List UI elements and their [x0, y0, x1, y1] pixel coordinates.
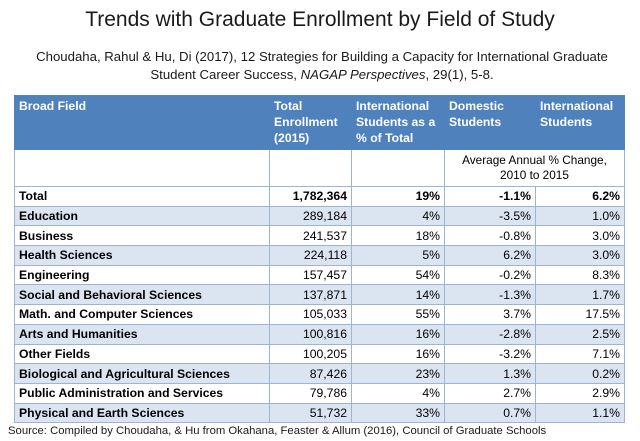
enrollment-cell: 289,184 — [269, 205, 352, 227]
enrollment-cell: 137,871 — [269, 284, 352, 306]
field-cell: Health Sciences — [14, 245, 270, 266]
international-change-cell: 7.1% — [535, 343, 625, 365]
domestic-change-cell: -0.2% — [444, 264, 536, 286]
intl-percent-cell: 16% — [351, 343, 445, 365]
intl-percent-cell: 4% — [351, 382, 445, 404]
international-change-cell: 1.1% — [535, 402, 625, 424]
citation-volume: , 29(1), 5-8. — [425, 67, 494, 82]
col-header-broad-field: Broad Field — [14, 95, 270, 150]
header-row: Broad Field Total Enrollment (2015) Inte… — [14, 95, 625, 150]
col-header-total-enrollment: Total Enrollment (2015) — [269, 95, 352, 150]
enrollment-cell: 105,033 — [269, 304, 352, 325]
enrollment-cell: 100,205 — [269, 343, 352, 365]
intl-percent-cell: 18% — [351, 225, 445, 247]
col-header-intl-percent: International Students as a % of Total — [351, 95, 445, 150]
international-change-cell: 3.0% — [535, 245, 625, 266]
field-cell: Social and Behavioral Sciences — [14, 284, 270, 306]
field-cell: Math. and Computer Sciences — [14, 304, 270, 325]
domestic-change-cell: 0.7% — [444, 402, 536, 424]
field-cell: Arts and Humanities — [14, 323, 270, 345]
field-cell: Public Administration and Services — [14, 382, 270, 404]
enrollment-cell: 224,118 — [269, 245, 352, 266]
domestic-change-cell: 3.7% — [444, 304, 536, 325]
table-row: Biological and Agricultural Sciences 87,4… — [14, 363, 625, 384]
domestic-change-cell: -0.8% — [444, 225, 536, 247]
intl-percent-cell: 16% — [351, 323, 445, 345]
intl-percent-cell: 5% — [351, 245, 445, 266]
avg-change-caption: Average Annual % Change, 2010 to 2015 — [444, 149, 625, 187]
intl-percent-cell: 55% — [351, 304, 445, 325]
intl-percent-cell: 14% — [351, 284, 445, 306]
enrollment-cell: 100,816 — [269, 323, 352, 345]
citation-text: Choudaha, Rahul & Hu, Di (2017), 12 Stra… — [36, 49, 608, 82]
col-header-domestic: Domestic Students — [444, 95, 536, 150]
enrollment-cell: 157,457 — [269, 264, 352, 286]
table-row: Health Sciences 224,118 5% 6.2% 3.0% — [14, 245, 625, 266]
table-row: Engineering 157,457 54% -0.2% 8.3% — [14, 264, 625, 286]
enrollment-cell: 87,426 — [269, 363, 352, 384]
international-change-cell: 1.7% — [535, 284, 625, 306]
source-note: Source: Compiled by Choudaha, & Hu from … — [8, 425, 547, 437]
table-row: Education 289,184 4% -3.5% 1.0% — [14, 205, 625, 227]
international-change-cell: 2.5% — [535, 323, 625, 345]
field-cell: Engineering — [14, 264, 270, 286]
table-row: Public Administration and Services 79,786… — [14, 382, 625, 404]
subheader-row: Average Annual % Change, 2010 to 2015 — [14, 149, 625, 187]
citation-journal: NAGAP Perspectives — [300, 67, 426, 82]
intl-percent-cell: 19% — [351, 186, 445, 207]
field-cell: Education — [14, 205, 270, 227]
international-change-cell: 0.2% — [535, 363, 625, 384]
field-cell: Biological and Agricultural Sciences — [14, 363, 270, 384]
enrollment-cell: 51,732 — [269, 402, 352, 424]
international-change-cell: 6.2% — [535, 186, 625, 207]
table-row: Math. and Computer Sciences 105,033 55% 3.7… — [14, 304, 625, 325]
field-cell: Business — [14, 225, 270, 247]
enrollment-cell: 79,786 — [269, 382, 352, 404]
field-cell: Other Fields — [14, 343, 270, 365]
intl-percent-cell: 4% — [351, 205, 445, 227]
table-row: Arts and Humanities 100,816 16% -2.8% 2.5% — [14, 323, 625, 345]
intl-percent-cell: 33% — [351, 402, 445, 424]
col-header-international: International Students — [535, 95, 625, 150]
enrollment-cell: 241,537 — [269, 225, 352, 247]
domestic-change-cell: -1.3% — [444, 284, 536, 306]
international-change-cell: 1.0% — [535, 205, 625, 227]
domestic-change-cell: 1.3% — [444, 363, 536, 384]
domestic-change-cell: -3.5% — [444, 205, 536, 227]
field-cell: Total — [14, 186, 270, 207]
table-row: Physical and Earth Sciences 51,732 33% 0.7%… — [14, 402, 625, 424]
domestic-change-cell: -2.8% — [444, 323, 536, 345]
domestic-change-cell: 6.2% — [444, 245, 536, 266]
field-cell: Physical and Earth Sciences — [14, 402, 270, 424]
international-change-cell: 2.9% — [535, 382, 625, 404]
international-change-cell: 3.0% — [535, 225, 625, 247]
international-change-cell: 17.5% — [535, 304, 625, 325]
domestic-change-cell: 2.7% — [444, 382, 536, 404]
intl-percent-cell: 23% — [351, 363, 445, 384]
table-row: Business 241,537 18% -0.8% 3.0% — [14, 225, 625, 247]
citation: Choudaha, Rahul & Hu, Di (2017), 12 Stra… — [22, 48, 622, 84]
intl-percent-cell: 54% — [351, 264, 445, 286]
table-row: Social and Behavioral Sciences 137,871 14%… — [14, 284, 625, 306]
international-change-cell: 8.3% — [535, 264, 625, 286]
enrollment-cell: 1,782,364 — [269, 186, 352, 207]
enrollment-table: Broad Field Total Enrollment (2015) Inte… — [14, 95, 625, 424]
domestic-change-cell: -1.1% — [444, 186, 536, 207]
domestic-change-cell: -3.2% — [444, 343, 536, 365]
page-title: Trends with Graduate Enrollment by Field… — [85, 8, 555, 31]
total-row: Total 1,782,364 19% -1.1% 6.2% — [14, 186, 625, 207]
table-row: Other Fields 100,205 16% -3.2% 7.1% — [14, 343, 625, 365]
